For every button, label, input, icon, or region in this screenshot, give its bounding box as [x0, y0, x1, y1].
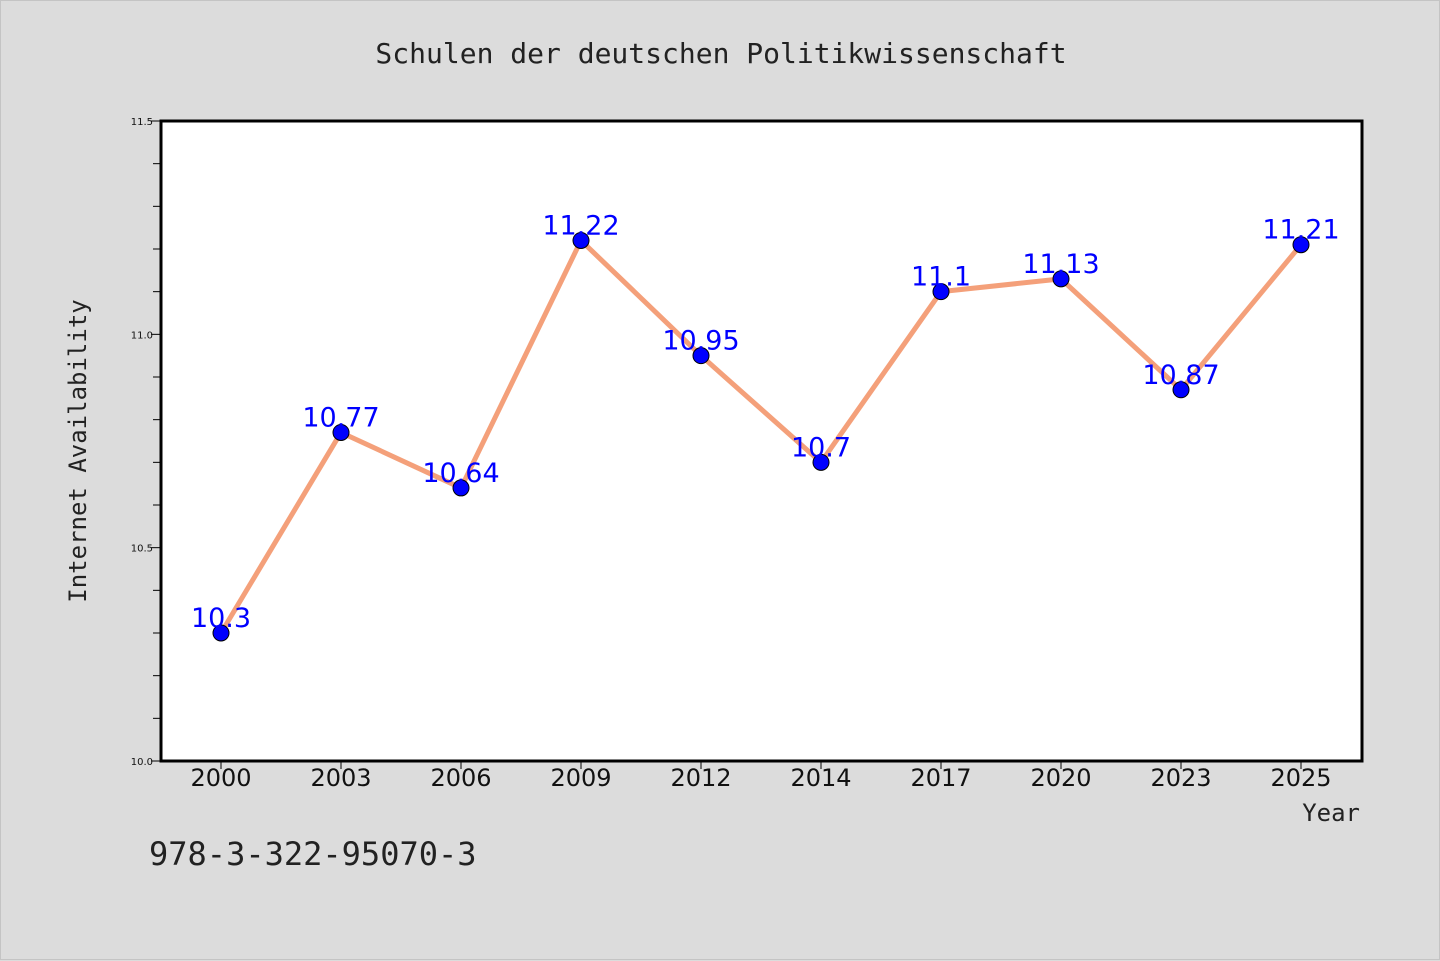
data-label: 11.22 [542, 210, 619, 241]
x-tick-label: 2023 [1150, 764, 1211, 792]
x-tick-label: 2003 [310, 764, 371, 792]
data-point [332, 423, 350, 441]
data-label: 10.3 [191, 603, 251, 634]
y-axis-label: Internet Availability [64, 299, 92, 602]
y-axis: 10.0 10.5 11.0 11.5 [131, 117, 161, 768]
data-point [1172, 381, 1190, 399]
data-label: 11.1 [911, 262, 971, 293]
data-label: 10.7 [791, 432, 851, 463]
data-label: 10.77 [302, 402, 379, 433]
x-axis: 2000 2003 2006 2009 2012 2014 2017 2020 2023 2025 [190, 761, 1332, 792]
isbn-text: 978-3-322-95070-3 [149, 835, 477, 873]
x-tick-label: 2014 [790, 764, 851, 792]
series-layer: 10.3 10.77 10.64 11.22 10.95 10.7 11.1 11.13 10.… [191, 210, 1340, 642]
x-tick-label: 2000 [190, 764, 251, 792]
x-tick-label: 2006 [430, 764, 491, 792]
x-tick-label: 2012 [670, 764, 731, 792]
data-point [932, 283, 950, 301]
x-tick-label: 2020 [1030, 764, 1091, 792]
y-tick-label: 10.0 [131, 757, 153, 768]
data-point [1292, 236, 1310, 254]
data-label: 10.64 [422, 458, 499, 489]
chart-title: Schulen der deutschen Politikwissenschaf… [375, 37, 1066, 70]
plot-area [159, 119, 1364, 763]
x-tick-label: 2025 [1270, 764, 1331, 792]
data-label: 11.21 [1262, 215, 1339, 246]
data-point [212, 624, 230, 642]
data-point [812, 453, 830, 471]
y-tick-label: 10.5 [131, 544, 153, 555]
y-tick-label: 11.5 [131, 117, 153, 128]
series-line [218, 237, 1304, 636]
data-point [572, 231, 590, 249]
data-label: 10.87 [1142, 360, 1219, 391]
data-point [1052, 270, 1070, 288]
data-label: 11.13 [1022, 249, 1099, 280]
data-point [692, 347, 710, 365]
x-tick-label: 2017 [910, 764, 971, 792]
x-axis-label: Year [1302, 799, 1360, 827]
data-label: 10.95 [662, 326, 739, 357]
y-tick-label: 11.0 [131, 330, 153, 341]
x-tick-label: 2009 [550, 764, 611, 792]
data-point [452, 479, 470, 497]
